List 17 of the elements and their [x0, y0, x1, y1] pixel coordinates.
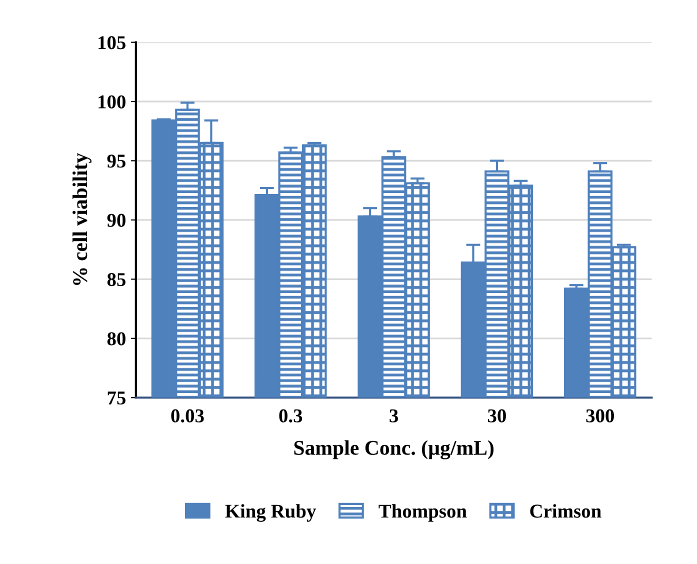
x-tick-label: 300: [586, 409, 614, 422]
legend-label: Crimson: [530, 504, 602, 518]
legend-label: King Ruby: [225, 504, 316, 522]
x-axis-title: Sample Conc. (µg/mL): [294, 440, 494, 460]
y-tick-label: 85: [107, 272, 126, 286]
y-tick-label: 105: [98, 36, 126, 50]
y-tick-label: 90: [107, 214, 126, 227]
x-tick-label: 3: [390, 409, 398, 422]
legend-label: Thompson: [378, 504, 467, 522]
x-tick-label: 30: [488, 409, 506, 422]
y-axis-title: % cell viability: [72, 153, 92, 285]
y-tick-label: 75: [108, 392, 126, 405]
x-tick-label: 0.03: [171, 409, 204, 422]
x-tick-label: 0.3: [279, 409, 302, 422]
y-tick-label: 95: [107, 154, 126, 168]
y-tick-label: 100: [98, 95, 126, 108]
y-tick-label: 80: [107, 332, 126, 346]
